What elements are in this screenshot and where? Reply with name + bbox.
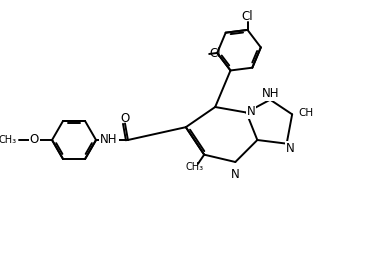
Text: O: O <box>30 133 39 147</box>
Text: Cl: Cl <box>242 10 253 23</box>
Text: CH₃: CH₃ <box>0 135 17 145</box>
Text: O: O <box>120 112 129 125</box>
Text: CH₃: CH₃ <box>186 163 204 173</box>
Text: N: N <box>247 105 256 118</box>
Text: NH: NH <box>262 87 280 100</box>
Text: N: N <box>286 142 295 155</box>
Text: CH: CH <box>299 108 314 118</box>
Text: N: N <box>231 168 240 181</box>
Text: Cl: Cl <box>209 47 221 60</box>
Text: NH: NH <box>100 133 118 147</box>
